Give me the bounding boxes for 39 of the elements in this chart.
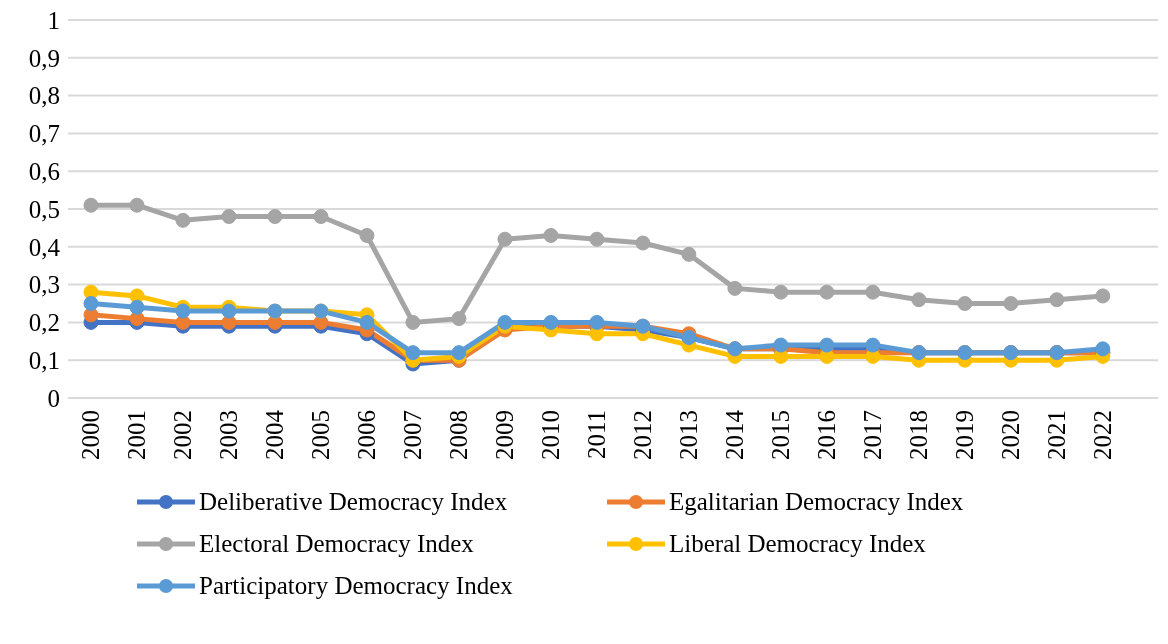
x-tick-label: 2005 <box>307 410 335 460</box>
y-tick-label: 0,6 <box>28 158 60 186</box>
y-tick-label: 0,5 <box>28 195 60 223</box>
legend-label: Participatory Democracy Index <box>199 572 513 600</box>
x-tick-label: 2013 <box>675 410 703 460</box>
legend-label: Egalitarian Democracy Index <box>669 488 964 516</box>
legend-label: Electoral Democracy Index <box>199 530 474 558</box>
y-tick-label: 1 <box>47 6 60 34</box>
x-tick-label: 2000 <box>77 410 105 460</box>
x-tick-label: 2019 <box>951 410 979 460</box>
x-tick-label: 2010 <box>537 410 565 460</box>
x-tick-label: 2016 <box>813 410 841 460</box>
x-tick-label: 2004 <box>261 409 289 460</box>
x-tick-label: 2017 <box>859 410 887 460</box>
x-tick-label: 2018 <box>905 410 933 460</box>
x-tick-label: 2020 <box>997 410 1025 460</box>
x-tick-label: 2011 <box>583 410 611 460</box>
x-tick-label: 2012 <box>629 410 657 460</box>
y-tick-label: 0 <box>47 384 60 412</box>
x-tick-label: 2009 <box>491 410 519 460</box>
y-tick-label: 0,8 <box>28 82 60 110</box>
x-tick-label: 2022 <box>1089 410 1117 460</box>
legend-label: Liberal Democracy Index <box>669 530 926 558</box>
y-tick-label: 0,9 <box>28 44 60 72</box>
x-tick-label: 2015 <box>767 410 795 460</box>
y-tick-label: 0,1 <box>28 347 60 375</box>
x-tick-label: 2006 <box>353 410 381 460</box>
x-tick-label: 2003 <box>215 410 243 460</box>
x-tick-label: 2007 <box>399 410 427 460</box>
x-tick-label: 2014 <box>721 409 749 460</box>
x-tick-label: 2008 <box>445 410 473 460</box>
y-tick-label: 0,2 <box>28 309 60 337</box>
y-tick-label: 0,7 <box>28 120 60 148</box>
y-tick-label: 0,4 <box>28 233 61 261</box>
x-tick-label: 2021 <box>1043 410 1071 460</box>
legend-label: Deliberative Democracy Index <box>199 488 508 516</box>
y-tick-label: 0,3 <box>28 271 60 299</box>
x-tick-label: 2002 <box>169 410 197 460</box>
x-tick-label: 2001 <box>123 410 151 460</box>
